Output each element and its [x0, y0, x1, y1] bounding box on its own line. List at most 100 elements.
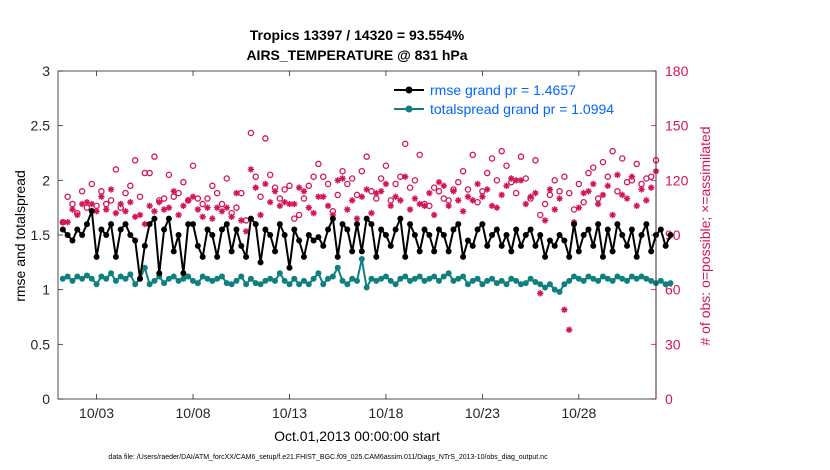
spread-point	[407, 277, 414, 284]
spread-point	[161, 280, 168, 287]
obs-assimilated-point	[546, 186, 554, 193]
spread-point	[624, 277, 631, 284]
obs-assimilated-point	[522, 200, 529, 208]
obs-assimilated-point	[204, 204, 211, 211]
spread-point	[450, 277, 457, 284]
rmse-point	[243, 253, 250, 260]
rmse-point	[493, 226, 500, 233]
spread-point	[517, 281, 524, 288]
rmse-point	[247, 215, 254, 222]
rmse-point	[122, 221, 129, 228]
obs-possible-point	[498, 147, 505, 155]
obs-assimilated-point	[358, 193, 366, 200]
spread-point	[546, 281, 553, 288]
obs-possible-point	[585, 169, 592, 177]
chart-title-line1: Tropics 13397 / 14320 = 93.554%	[250, 27, 465, 43]
rmse-point	[431, 248, 438, 255]
rmse-point	[276, 221, 283, 228]
rmse-point	[638, 232, 645, 238]
obs-possible-point	[590, 164, 597, 171]
obs-possible-point	[358, 167, 366, 175]
rmse-point	[489, 232, 496, 238]
obs-assimilated-point	[74, 211, 81, 219]
spread-point	[146, 281, 153, 288]
rmse-point	[619, 232, 626, 238]
y-axis-right-label: # of obs: o=possible; ×=assimilated	[697, 126, 713, 345]
obs-possible-point	[382, 162, 390, 170]
rmse-point	[508, 248, 515, 255]
obs-assimilated-point	[455, 197, 462, 204]
data-file-footnote: data file: /Users/raeder/DAI/ATM_forcXX/…	[108, 454, 548, 461]
rmse-point	[532, 242, 539, 249]
rmse-point	[98, 226, 105, 233]
obs-assimilated-point	[382, 180, 390, 188]
spread-point	[339, 277, 346, 284]
spread-point	[247, 275, 254, 282]
rmse-point	[325, 226, 332, 233]
obs-possible-point	[247, 129, 255, 137]
obs-possible-point	[604, 173, 612, 180]
obs-possible-point	[233, 204, 240, 211]
obs-assimilated-point	[286, 200, 293, 208]
spread-point	[556, 288, 563, 295]
rmse-point	[460, 253, 467, 260]
rmse-point	[522, 232, 529, 238]
obs-assimilated-point	[88, 200, 95, 208]
obs-assimilated-point	[517, 177, 525, 184]
spread-point	[334, 264, 341, 271]
spread-point	[267, 275, 274, 282]
spread-point	[93, 281, 100, 288]
rmse-point	[93, 253, 100, 260]
spread-point	[575, 275, 582, 282]
spread-point	[580, 277, 587, 284]
obs-assimilated-point	[276, 202, 284, 210]
spread-point	[83, 272, 90, 279]
rmse-point	[151, 215, 158, 222]
y-axis-left: 0 0.5 1 1.5 2 2.5 3	[31, 63, 63, 407]
rmse-point	[633, 253, 640, 260]
obs-assimilated-point	[262, 180, 269, 188]
spread-point	[175, 277, 182, 284]
rmse-point	[161, 226, 168, 233]
obs-assimilated-point	[136, 211, 144, 219]
obs-assimilated-point	[189, 193, 197, 200]
obs-assimilated-point	[320, 193, 327, 200]
rmse-point	[252, 221, 259, 228]
obs-possible-point	[512, 189, 520, 197]
spread-point	[252, 280, 259, 287]
obs-assimilated-point	[406, 206, 414, 213]
spread-point	[98, 273, 105, 280]
obs-possible-point	[469, 151, 476, 159]
rmse-point	[387, 242, 394, 249]
rmse-point	[156, 270, 163, 277]
spread-point	[527, 275, 534, 282]
rmse-point	[165, 215, 172, 222]
obs-assimilated-point	[435, 178, 443, 186]
obs-possible-point	[315, 160, 322, 168]
y-right-tick-label: 0	[665, 391, 673, 407]
spread-point	[498, 277, 505, 284]
rmse-point	[450, 226, 457, 233]
spread-point	[638, 273, 645, 280]
rmse-point	[349, 248, 356, 255]
spread-point	[74, 273, 81, 280]
obs-assimilated-point	[604, 182, 611, 189]
y-right-tick-label: 150	[665, 118, 689, 134]
obs-assimilated-point	[551, 206, 558, 213]
obs-possible-point	[305, 182, 313, 190]
spread-point	[378, 275, 385, 282]
spread-point	[276, 270, 283, 277]
spread-point	[209, 277, 216, 284]
series-spread	[59, 256, 674, 295]
rmse-point	[305, 232, 312, 238]
series-layer	[59, 129, 674, 333]
legend: rmse grand pr = 1.4657 totalspread grand…	[388, 77, 650, 121]
rmse-point	[272, 248, 279, 255]
obs-assimilated-point	[469, 197, 476, 204]
obs-assimilated-point	[310, 209, 317, 217]
obs-possible-point	[416, 151, 423, 159]
rmse-point	[267, 232, 274, 238]
obs-possible-point	[295, 211, 303, 219]
spread-point	[551, 286, 558, 293]
obs-possible-point	[430, 184, 438, 191]
